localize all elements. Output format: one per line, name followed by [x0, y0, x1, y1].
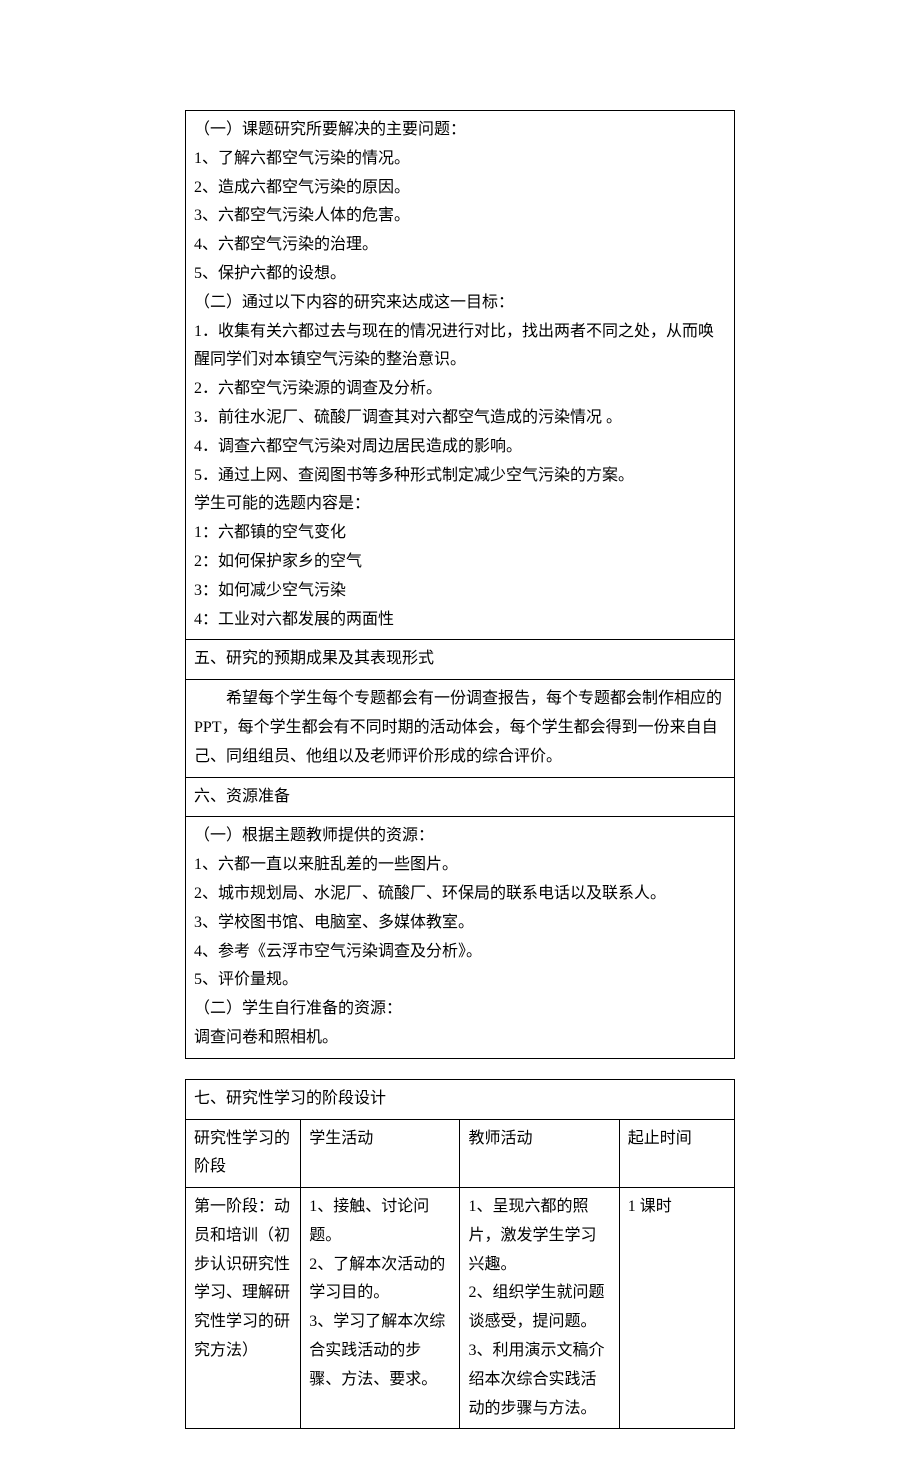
s1-line-0: （一）课题研究所要解决的主要问题： — [194, 116, 726, 145]
phase-table-title-cell: 七、研究性学习的阶段设计 — [186, 1079, 735, 1119]
section3-header-cell: 六、资源准备 — [186, 777, 735, 817]
s1-line-11: 5．通过上网、查阅图书等多种形式制定减少空气污染的方案。 — [194, 462, 726, 491]
s1-line-14: 2：如何保护家乡的空气 — [194, 548, 726, 577]
s1-line-8: 2．六都空气污染源的调查及分析。 — [194, 375, 726, 404]
s1-line-4: 4、六都空气污染的治理。 — [194, 231, 726, 260]
s1-line-12: 学生可能的选题内容是： — [194, 490, 726, 519]
phase-header-2: 教师活动 — [460, 1119, 619, 1188]
s1-line-16: 4：工业对六都发展的两面性 — [194, 606, 726, 635]
phase-r1-c2: 1、接触、讨论问题。 2、了解本次活动的学习目的。 3、学习了解本次综合实践活动… — [301, 1188, 460, 1429]
section2-body: 希望每个学生每个专题都会有一份调查报告，每个专题都会制作相应的 PPT，每个学生… — [194, 685, 726, 771]
s1-line-5: 5、保护六都的设想。 — [194, 260, 726, 289]
phase-r1-c1: 第一阶段：动员和培训（初步认识研究性学习、理解研究性学习的研究方法） — [186, 1188, 301, 1429]
s1-line-6: （二）通过以下内容的研究来达成这一目标： — [194, 289, 726, 318]
phase-table: 七、研究性学习的阶段设计 研究性学习的阶段 学生活动 教师活动 起止时间 第一阶… — [185, 1079, 735, 1430]
section3-header: 六、资源准备 — [194, 788, 290, 805]
phase-table-title: 七、研究性学习的阶段设计 — [194, 1090, 386, 1107]
s3-line-0: （一）根据主题教师提供的资源： — [194, 822, 726, 851]
s3-line-6: （二）学生自行准备的资源： — [194, 995, 726, 1024]
main-table: （一）课题研究所要解决的主要问题： 1、了解六都空气污染的情况。 2、造成六都空… — [185, 110, 735, 1059]
s1-line-9: 3．前往水泥厂、硫酸厂调查其对六都空气造成的污染情况 。 — [194, 404, 726, 433]
s1-line-10: 4．调查六都空气污染对周边居民造成的影响。 — [194, 433, 726, 462]
s1-line-13: 1：六都镇的空气变化 — [194, 519, 726, 548]
phase-header-0: 研究性学习的阶段 — [186, 1119, 301, 1188]
section1-cell: （一）课题研究所要解决的主要问题： 1、了解六都空气污染的情况。 2、造成六都空… — [186, 111, 735, 640]
section2-body-cell: 希望每个学生每个专题都会有一份调查报告，每个专题都会制作相应的 PPT，每个学生… — [186, 680, 735, 777]
section2-header: 五、研究的预期成果及其表现形式 — [194, 650, 434, 667]
s1-line-7: 1．收集有关六都过去与现在的情况进行对比，找出两者不同之处，从而唤醒同学们对本镇… — [194, 318, 726, 376]
s1-line-1: 1、了解六都空气污染的情况。 — [194, 145, 726, 174]
phase-r1-c4: 1 课时 — [619, 1188, 734, 1429]
s1-line-3: 3、六都空气污染人体的危害。 — [194, 202, 726, 231]
s3-line-4: 4、参考《云浮市空气污染调查及分析》。 — [194, 938, 726, 967]
phase-row-1: 第一阶段：动员和培训（初步认识研究性学习、理解研究性学习的研究方法） 1、接触、… — [186, 1188, 735, 1429]
s1-line-15: 3：如何减少空气污染 — [194, 577, 726, 606]
phase-header-3: 起止时间 — [619, 1119, 734, 1188]
phase-header-row: 研究性学习的阶段 学生活动 教师活动 起止时间 — [186, 1119, 735, 1188]
s1-line-2: 2、造成六都空气污染的原因。 — [194, 174, 726, 203]
section3-cell: （一）根据主题教师提供的资源： 1、六都一直以来脏乱差的一些图片。 2、城市规划… — [186, 817, 735, 1058]
section2-header-cell: 五、研究的预期成果及其表现形式 — [186, 640, 735, 680]
phase-header-1: 学生活动 — [301, 1119, 460, 1188]
s3-line-7: 调查问卷和照相机。 — [194, 1024, 726, 1053]
s3-line-5: 5、评价量规。 — [194, 966, 726, 995]
s3-line-3: 3、学校图书馆、电脑室、多媒体教室。 — [194, 909, 726, 938]
s3-line-1: 1、六都一直以来脏乱差的一些图片。 — [194, 851, 726, 880]
phase-r1-c3: 1、呈现六都的照片，激发学生学习兴趣。 2、组织学生就问题谈感受，提问题。 3、… — [460, 1188, 619, 1429]
s3-line-2: 2、城市规划局、水泥厂、硫酸厂、环保局的联系电话以及联系人。 — [194, 880, 726, 909]
